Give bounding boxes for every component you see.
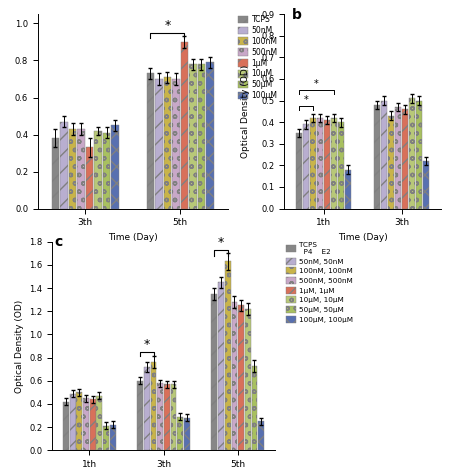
Bar [198,64,205,209]
Bar [395,107,401,209]
Bar [324,120,330,209]
Bar [90,399,96,450]
Bar [111,125,119,209]
X-axis label: Time (Day): Time (Day) [108,233,157,242]
Legend: TCPS, 50nM, 100nM, 500nM, 1μM, 10μM, 50μM, 100μM: TCPS, 50nM, 100nM, 500nM, 1μM, 10μM, 50μ… [237,14,278,101]
Bar [103,426,109,450]
Bar [86,147,93,209]
Bar [171,384,176,450]
Bar [77,129,85,209]
Bar [109,425,116,450]
Y-axis label: Optical Density (OD): Optical Density (OD) [15,300,24,392]
Legend: TCPS
  P4    E2, 50nM, 50nM, 100nM, 100nM, 500nM, 500nM, 1μM, 1μM, 10μM, 10μM, 5: TCPS P4 E2, 50nM, 50nM, 100nM, 100nM, 50… [285,241,354,323]
Bar [155,79,163,209]
Bar [76,392,82,450]
Bar [303,124,309,209]
Bar [184,418,190,450]
Bar [218,283,224,450]
Bar [225,262,231,450]
Bar [317,118,323,209]
Bar [402,109,408,209]
Bar [374,105,380,209]
Bar [83,398,89,450]
Bar [189,64,197,209]
Bar [172,79,180,209]
Bar [258,421,264,450]
Text: *: * [303,95,308,105]
Bar [252,366,257,450]
Bar [338,122,344,209]
Bar [146,73,154,209]
Bar [63,401,69,450]
Bar [331,118,337,209]
Bar [60,121,68,209]
Bar [345,170,351,209]
Bar [164,384,170,450]
Text: *: * [218,236,224,249]
Bar [238,305,244,450]
Text: b: b [292,8,302,21]
Text: *: * [314,79,319,89]
Bar [296,133,302,209]
Bar [144,367,150,450]
Bar [388,116,394,209]
Bar [94,131,102,209]
Bar [409,99,415,209]
Bar [423,161,429,209]
Bar [245,309,251,450]
Bar [310,118,316,209]
Text: c: c [55,236,63,249]
Bar [211,294,218,450]
Bar [381,100,387,209]
Bar [181,42,188,209]
Text: *: * [164,19,171,32]
Bar [151,362,156,450]
Bar [177,417,183,450]
Y-axis label: Optical Density (OD): Optical Density (OD) [241,65,250,158]
Bar [164,77,171,209]
Bar [137,381,143,450]
Bar [96,396,102,450]
Bar [70,393,75,450]
Bar [69,129,76,209]
Bar [416,100,422,209]
Text: *: * [144,337,150,351]
Bar [52,138,59,209]
Bar [206,63,214,209]
X-axis label: Time (Day): Time (Day) [338,233,387,242]
Bar [103,133,110,209]
Bar [157,383,163,450]
Bar [231,302,237,450]
